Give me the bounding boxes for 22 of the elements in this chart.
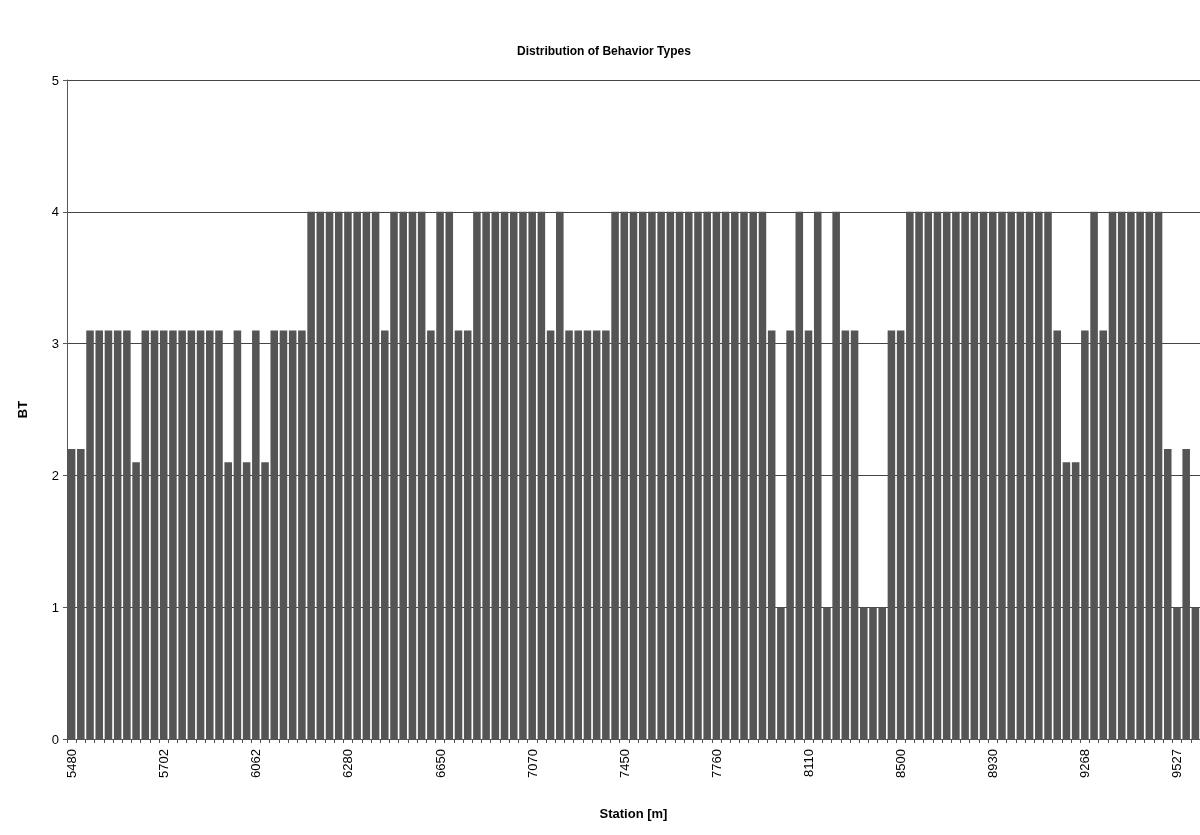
x-tick-label: 8930 [985, 749, 1001, 778]
y-tick-label: 3 [51, 336, 59, 352]
x-tick-label: 5480 [64, 749, 80, 778]
x-tick-label: 8110 [801, 749, 817, 777]
y-tick-label: 0 [51, 731, 59, 747]
y-axis-title: BT [15, 400, 30, 419]
y-tick-label: 2 [51, 467, 59, 483]
x-tick-label: 8500 [893, 749, 909, 778]
x-tick-label: 7450 [616, 749, 632, 778]
x-axis-title: Station [m] [599, 806, 668, 821]
x-tick-label: 5702 [156, 749, 172, 778]
x-tick-label: 7760 [708, 749, 724, 778]
x-tick-label: 6650 [432, 749, 448, 778]
y-tick-label: 4 [51, 204, 59, 220]
x-tick-label: 9527 [1169, 749, 1185, 778]
y-tick-label: 1 [51, 599, 59, 615]
x-tick-label: 9268 [1077, 749, 1093, 778]
x-tick-label: 6280 [340, 749, 356, 778]
x-tick-label: 6062 [248, 749, 264, 778]
chart-title: Distribution of Behavior Types [517, 44, 692, 58]
x-tick-label: 7070 [524, 749, 540, 778]
y-tick-label: 5 [51, 72, 59, 88]
